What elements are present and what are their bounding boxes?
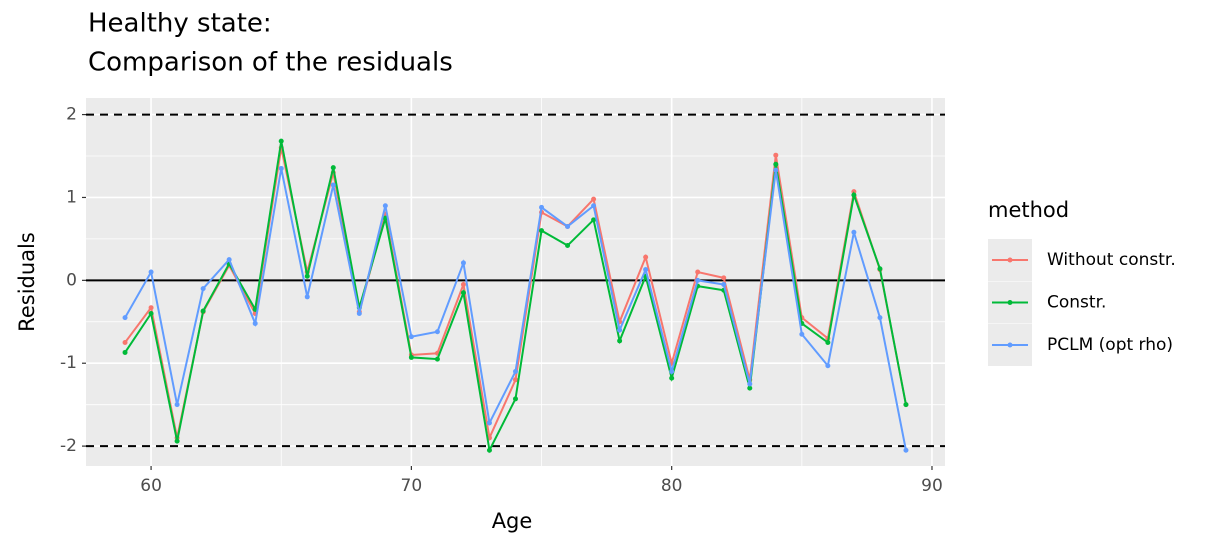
point xyxy=(513,396,518,402)
point xyxy=(773,161,779,167)
point xyxy=(460,290,466,296)
point xyxy=(773,152,779,158)
point xyxy=(903,447,909,453)
point xyxy=(565,223,571,229)
point xyxy=(122,315,128,321)
point xyxy=(877,315,883,321)
chart-title: Healthy state: xyxy=(88,9,272,39)
x-tick-label: 90 xyxy=(921,476,943,496)
point xyxy=(695,269,701,275)
point xyxy=(174,402,180,408)
point xyxy=(721,281,727,287)
y-tick-label: 1 xyxy=(66,187,77,207)
point xyxy=(122,349,128,355)
point xyxy=(721,275,727,281)
point xyxy=(617,338,623,344)
point xyxy=(903,402,909,408)
legend-point xyxy=(1007,300,1013,305)
point xyxy=(877,266,883,272)
y-tick-label: 0 xyxy=(66,270,77,290)
point xyxy=(591,196,597,202)
y-tick-label: -2 xyxy=(60,436,77,456)
point xyxy=(617,327,623,333)
point xyxy=(643,267,649,273)
point xyxy=(851,229,857,235)
point xyxy=(539,204,545,210)
point xyxy=(669,375,675,381)
point xyxy=(486,420,492,426)
point xyxy=(825,363,831,369)
chart-title: Comparison of the residuals xyxy=(88,48,453,78)
legend-point xyxy=(1007,257,1013,263)
point xyxy=(226,257,232,263)
point xyxy=(539,228,545,234)
point xyxy=(643,254,649,260)
legend-label: Without constr. xyxy=(1047,250,1176,270)
point xyxy=(591,217,597,223)
point xyxy=(825,340,831,346)
legend-label: PCLM (opt rho) xyxy=(1047,335,1173,355)
y-tick-label: 2 xyxy=(66,105,77,125)
point xyxy=(669,369,675,375)
point xyxy=(513,377,518,383)
x-axis-label: Age xyxy=(492,509,533,533)
plot-background xyxy=(86,98,945,466)
point xyxy=(122,340,128,346)
point xyxy=(513,369,518,375)
legend-title: method xyxy=(988,198,1069,222)
point xyxy=(200,286,206,292)
point xyxy=(851,192,857,198)
point xyxy=(565,243,571,249)
legend-label: Constr. xyxy=(1047,293,1106,313)
y-axis-label: Residuals xyxy=(15,232,39,332)
point xyxy=(148,305,154,311)
point xyxy=(304,273,310,279)
point xyxy=(486,447,492,453)
point xyxy=(773,167,779,173)
point xyxy=(174,438,180,444)
point xyxy=(330,165,336,171)
point xyxy=(382,203,388,209)
point xyxy=(747,381,753,387)
x-tick-label: 70 xyxy=(401,476,423,496)
point xyxy=(278,165,284,171)
point xyxy=(408,354,414,360)
x-tick-label: 60 xyxy=(140,476,162,496)
point xyxy=(278,138,284,144)
point xyxy=(304,294,310,300)
x-tick-label: 80 xyxy=(661,476,683,496)
point xyxy=(330,182,336,188)
point xyxy=(356,310,362,316)
point xyxy=(434,356,440,362)
point xyxy=(434,329,440,335)
point xyxy=(252,320,258,326)
point xyxy=(460,281,466,287)
point xyxy=(747,385,753,391)
point xyxy=(200,308,206,314)
point xyxy=(460,260,466,266)
y-tick-label: -1 xyxy=(60,353,77,373)
point xyxy=(591,203,597,209)
point xyxy=(148,310,154,316)
point xyxy=(148,269,154,275)
point xyxy=(695,277,701,283)
point xyxy=(799,331,805,337)
legend-point xyxy=(1007,342,1013,348)
point xyxy=(408,334,414,340)
